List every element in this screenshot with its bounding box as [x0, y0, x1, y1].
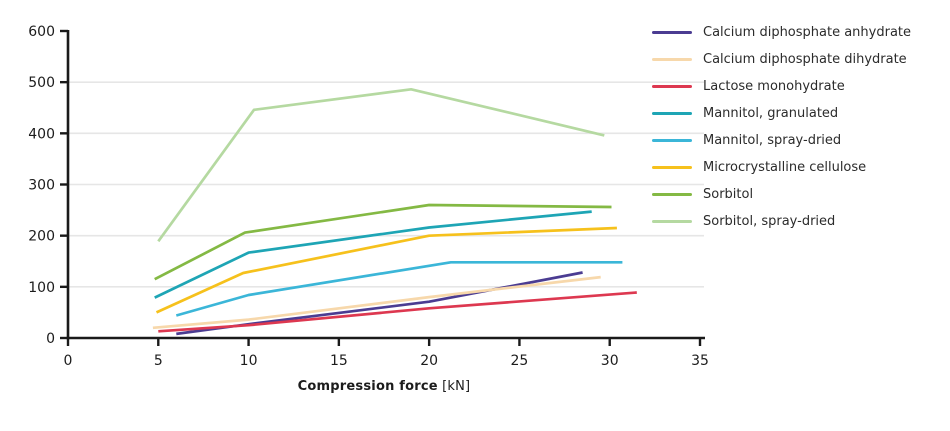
legend-item: Mannitol, granulated	[652, 100, 911, 127]
series-line-6	[154, 203, 612, 281]
y-tick-label-100: 100	[28, 280, 55, 296]
legend-label: Mannitol, granulated	[703, 106, 839, 121]
legend-swatch	[652, 166, 692, 169]
legend-swatch	[652, 220, 692, 223]
x-tick-label-15: 15	[330, 353, 348, 369]
x-tick-label-35: 35	[691, 353, 709, 369]
legend-item: Lactose monohydrate	[652, 73, 911, 100]
x-tick-label-10: 10	[240, 353, 258, 369]
y-tick-label-300: 300	[28, 178, 55, 194]
series-line-1	[152, 275, 601, 330]
legend-label: Microcrystalline cellulose	[703, 160, 867, 175]
series-line-7	[157, 87, 605, 243]
legend-label: Sorbitol, spray-dried	[703, 214, 836, 229]
legend-item: Sorbitol	[652, 181, 911, 208]
x-tick-label-30: 30	[601, 353, 619, 369]
y-tick-label-400: 400	[28, 126, 55, 142]
legend-swatch	[652, 193, 692, 196]
legend-swatch	[652, 58, 692, 61]
x-axis-title-text: Compression force	[297, 379, 438, 394]
legend-swatch	[652, 139, 692, 142]
legend-swatch	[652, 85, 692, 88]
x-tick-label-25: 25	[511, 353, 529, 369]
legend-label: Sorbitol	[703, 187, 754, 202]
x-tick-label-0: 0	[64, 353, 73, 369]
legend-item: Microcrystalline cellulose	[652, 154, 911, 181]
series-line-2	[158, 291, 637, 333]
legend-swatch	[652, 112, 692, 115]
legend-item: Calcium diphosphate anhydrate	[652, 19, 911, 46]
legend-label: Lactose monohydrate	[703, 79, 845, 94]
legend-label: Calcium diphosphate anhydrate	[703, 25, 912, 40]
legend: Calcium diphosphate anhydrate Calcium di…	[652, 19, 911, 235]
legend-item: Mannitol, spray-dried	[652, 127, 911, 154]
x-tick-label-5: 5	[154, 353, 163, 369]
y-tick-label-200: 200	[28, 229, 55, 245]
series-line-5	[155, 226, 617, 314]
legend-item: Sorbitol, spray-dried	[652, 208, 911, 235]
series-line-3	[154, 210, 592, 299]
y-tick-label-500: 500	[28, 75, 55, 91]
legend-label: Mannitol, spray-dried	[703, 133, 842, 148]
legend-label: Calcium diphosphate dihydrate	[703, 52, 907, 67]
y-tick-label-0: 0	[46, 331, 55, 347]
x-axis-title: Compression force [kN]	[68, 379, 700, 394]
x-tick-label-20: 20	[420, 353, 438, 369]
y-tick-label-600: 600	[28, 24, 55, 40]
series-line-4	[175, 260, 623, 317]
x-axis-title-unit: [kN]	[437, 379, 471, 394]
legend-swatch	[652, 31, 692, 34]
legend-item: Calcium diphosphate dihydrate	[652, 46, 911, 73]
